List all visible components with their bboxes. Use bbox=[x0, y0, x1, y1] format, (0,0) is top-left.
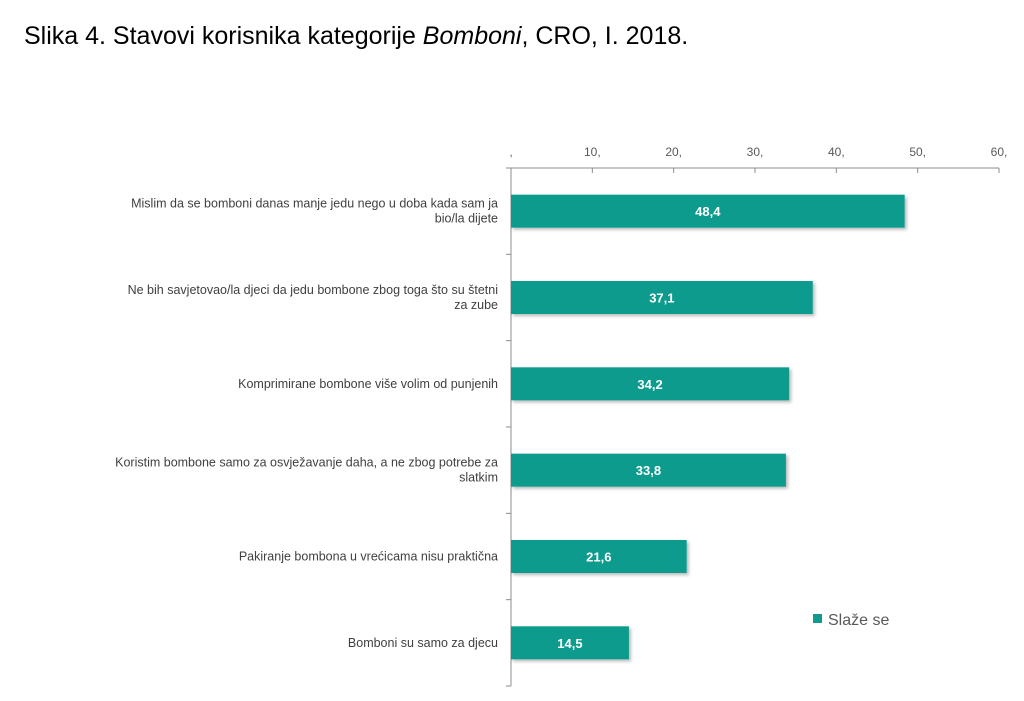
bar bbox=[511, 367, 790, 401]
bar bbox=[511, 281, 813, 314]
x-tick-label: 20, bbox=[665, 145, 682, 159]
bar bbox=[511, 626, 629, 660]
bars-layer: 48,4 37,1 34,2 33,8 21,6 14,5 bbox=[511, 194, 905, 660]
legend-swatch bbox=[813, 614, 822, 623]
x-tick-label: 60, bbox=[991, 145, 1008, 159]
category-label: Komprimirane bombone više volim od punje… bbox=[238, 377, 498, 391]
bar-value-label: 48,4 bbox=[695, 204, 721, 219]
x-tick-label: 30, bbox=[747, 145, 764, 159]
bar bbox=[511, 194, 905, 228]
x-tick-label: 50, bbox=[909, 145, 926, 159]
bar bbox=[511, 540, 687, 573]
category-label: Bomboni su samo za djecu bbox=[348, 636, 498, 650]
legend: Slaže se bbox=[813, 612, 889, 629]
axis-layer: , 10, 20, 30, 40, 50, 60, Mislim da se bomboni … bbox=[115, 145, 1008, 687]
title-emphasis: Bomboni bbox=[422, 22, 522, 50]
bar-value-label: 34,2 bbox=[637, 377, 662, 392]
bar bbox=[511, 453, 786, 487]
category-label: Pakiranje bombona u vrećicama nisu prakt… bbox=[239, 550, 498, 564]
x-tick-label: 40, bbox=[828, 145, 845, 159]
category-label: Mislim da se bomboni danas manje jedu ne… bbox=[131, 197, 498, 226]
legend-label: Slaže se bbox=[828, 612, 889, 629]
x-tick-label: 10, bbox=[584, 145, 601, 159]
page-title: Slika 4. Stavovi korisnika kategorije Bo… bbox=[24, 22, 688, 51]
title-prefix: Slika 4. Stavovi korisnika kategorije bbox=[24, 22, 423, 50]
bar-value-label: 21,6 bbox=[586, 550, 611, 565]
x-tick-label: , bbox=[509, 145, 512, 159]
bar-value-label: 37,1 bbox=[649, 291, 674, 306]
category-label: Ne bih savjetovao/la djeci da jedu bombo… bbox=[128, 283, 498, 312]
bar-value-label: 14,5 bbox=[557, 636, 582, 651]
category-label: Koristim bombone samo za osvježavanje da… bbox=[115, 456, 498, 485]
title-suffix: , CRO, I. 2018. bbox=[521, 22, 689, 50]
bar-value-label: 33,8 bbox=[636, 463, 661, 478]
